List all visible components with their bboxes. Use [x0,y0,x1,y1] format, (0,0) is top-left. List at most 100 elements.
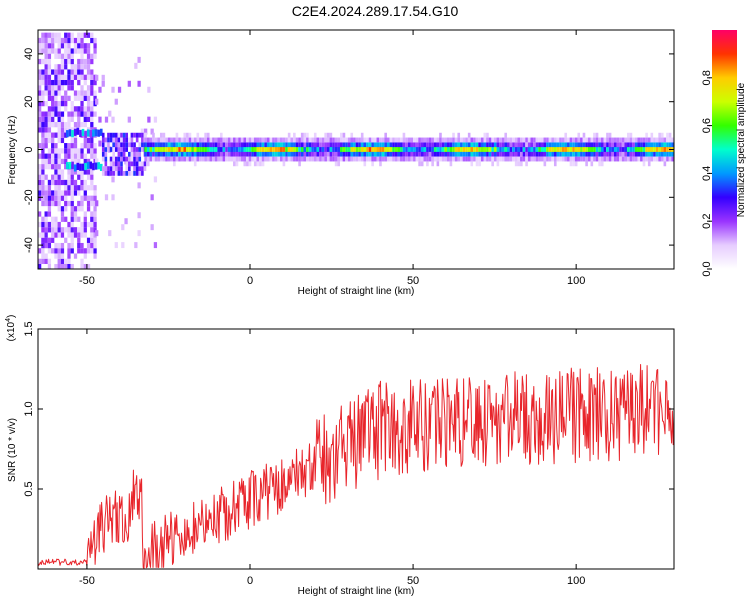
spectrogram-cell [144,142,147,148]
spectrogram-cell [650,156,654,162]
spectrogram-cell [219,156,223,162]
spectrogram-cell [261,161,265,167]
spectrogram-cell [384,142,387,148]
spectrogram-ticks [38,30,674,269]
spectrogram-cell [246,151,249,157]
spectrogram-cell [467,146,471,153]
spectrogram-cell [269,151,273,157]
spectrogram-cell [77,32,81,38]
spectrogram-cell [38,69,42,75]
spectrogram-cell [180,156,184,162]
spectrogram-cell [125,156,129,162]
spectrogram-cell [64,216,68,222]
spectrogram-cell [627,132,630,138]
spectrogram-cell [240,142,244,148]
spectrogram-cell [324,151,327,157]
spectrogram-cell [201,137,205,143]
spectrogram-cell [64,227,68,233]
spectrogram-cell [47,242,52,249]
spectrogram-cell [598,161,601,167]
spectrogram-cell [70,206,74,212]
spectrogram-cell [227,151,231,157]
spectrogram-cell [624,156,628,162]
spectrogram-cell [386,151,390,157]
spectrogram-cell [569,161,573,167]
spectrogram-cell [38,143,42,149]
spectrogram-cell [212,137,215,143]
spectrogram-cell [44,53,48,59]
spectrogram-cell [446,146,450,153]
spectrogram-cell [90,127,94,133]
spectrogram-cell [660,146,664,153]
spectrogram-cell [431,161,434,167]
spectrogram-cell [70,79,74,86]
spectrogram-cell [355,137,359,143]
colorbar-tick: 0.2 [701,214,713,229]
spectrogram-cell [363,137,367,143]
spectrogram-cell [426,161,429,167]
spectrogram-cell [342,142,346,148]
spectrogram-cell [543,151,547,157]
spectrogram-cell [600,151,604,157]
spectrogram-cell [138,132,142,138]
spectrogram-cell [337,142,341,148]
spectrogram-cell [572,137,575,143]
spectrogram-cell [256,146,260,153]
spectrogram-cell [47,127,52,133]
spectrogram-cell [70,127,74,133]
spectrogram-cell [533,146,536,153]
spectrogram-cell [93,95,97,101]
spectrogram-cell [183,137,187,143]
spectrogram-cell [41,258,45,264]
spectrogram-cell [376,151,380,157]
spectrogram-cell [173,142,176,148]
spectrogram-cell [337,137,341,143]
spectrogram-cell [112,161,115,167]
spectrogram-cell [572,142,575,148]
spectrogram-cell [173,151,176,157]
spectrogram-cell [66,162,69,170]
spectrogram-cell [642,161,646,167]
spectrogram-cell [67,179,71,186]
spectrogram-cell [117,161,121,167]
spectrogram-cell [493,156,497,162]
spectrogram-cell [431,137,434,143]
spectrogram-cell [60,100,65,107]
spectrogram-cell [47,195,52,201]
spectrogram-cell [342,137,346,143]
spectrogram-cell [41,164,45,170]
spectrogram-cell [637,151,641,157]
spectrogram-cell [54,122,58,128]
spectrogram-cell [64,43,68,49]
spectrogram-cell [587,142,591,148]
spectrogram-cell [671,151,674,157]
spectrogram-cell [371,151,374,157]
spectrogram-cell [507,151,510,157]
spectrogram-cell [77,200,81,207]
spectrogram-cell [561,142,565,148]
spectrogram-cell [386,142,390,148]
spectrogram-cell [90,227,94,233]
spectrogram-cell [493,137,497,143]
spectrogram-cell [135,156,139,162]
spectrogram-cell [104,151,108,157]
spectrogram-cell [389,151,393,157]
spectrogram-cell [73,190,78,196]
spectrogram-cell [219,137,223,143]
spectrogram-cell [538,142,541,148]
spectrogram-cell [80,85,84,91]
spectrogram-cell [41,90,45,96]
spectrogram-cell [530,151,534,157]
spectrogram-cell [266,142,270,148]
spectrogram-cell [311,146,314,153]
spectrogram-cell [98,116,102,123]
spectrogram-cell [233,137,236,143]
spectrogram-cell [397,142,401,148]
spectrogram-cell [144,128,148,135]
spectrogram-cell [389,146,393,153]
spectrogram-cell [64,58,68,65]
spectrogram-cell [83,179,87,186]
spectrogram-cell [389,137,393,143]
spectrogram-cell [642,151,646,157]
spectrogram-cell [311,151,314,157]
